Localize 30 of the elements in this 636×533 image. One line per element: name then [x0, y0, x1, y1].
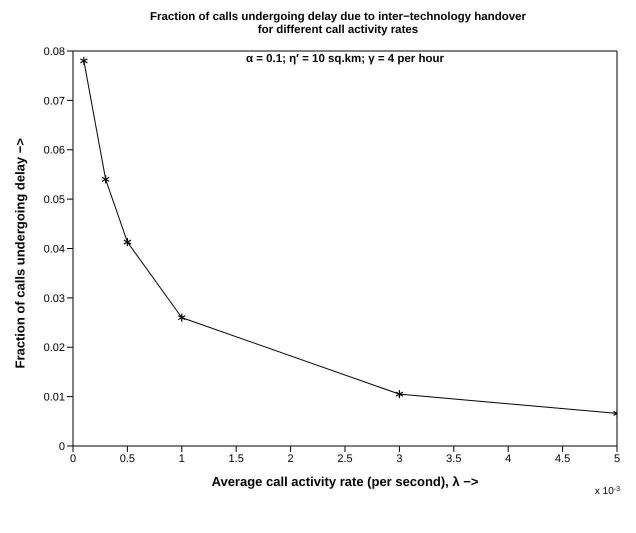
y-tick-label: 0.05	[44, 194, 65, 206]
y-tick-label: 0.03	[44, 292, 65, 305]
point	[102, 174, 110, 184]
y-tick-label: 0.08	[44, 46, 65, 58]
y-tick-label: 0.02	[44, 342, 65, 354]
x-tick-label: 4.5	[554, 452, 570, 465]
point	[80, 56, 88, 66]
y-axis-title: Fraction of calls undergoing delay −>	[12, 138, 28, 368]
x-tick-label: 0.5	[120, 452, 136, 465]
y-tick-label: 0.01	[44, 392, 65, 404]
x-tick-label: 5	[614, 452, 620, 465]
annotation: α = 0.1; η′ = 10 sq.km; γ = 4 per hour	[246, 53, 445, 65]
x-tick-label: 3	[396, 452, 402, 465]
x-tick-label: 1.5	[228, 452, 244, 465]
x-axis-title: Average call activity rate (per second), λ −>	[212, 474, 479, 489]
point	[395, 390, 404, 399]
chart-title: Fraction of calls undergoing delay due to inter−technology handover for different call activity rates	[150, 11, 527, 36]
x-tick-label: 2.5	[337, 452, 353, 465]
x-tick-label: 1	[178, 452, 185, 465]
text: x 10$^{-3}$	[594, 486, 620, 497]
y-tick-label: 0	[58, 440, 65, 453]
x-tick-label: 3.5	[446, 452, 462, 465]
y-tick-label: 0.07	[44, 95, 65, 108]
point	[178, 313, 186, 322]
point	[123, 237, 132, 247]
x-tick-label: 0	[70, 452, 76, 465]
x-tick-label: 4	[505, 452, 512, 465]
y-tick-label: 0.06	[44, 144, 65, 157]
x-tick-label: 2	[288, 452, 294, 465]
y-tick-label: 0.04	[44, 243, 65, 256]
